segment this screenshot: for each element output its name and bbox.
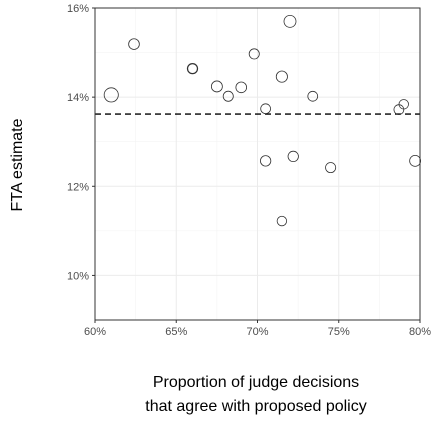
- data-point: [210, 80, 223, 93]
- data-point: [222, 90, 234, 102]
- y-axis-ticks: 10% 12% 14% 16%: [67, 3, 95, 282]
- x-tick-label: 60%: [84, 326, 106, 338]
- data-point: [393, 104, 405, 115]
- data-point: [186, 62, 199, 75]
- y-tick-label: 16%: [67, 3, 89, 15]
- y-tick-label: 10%: [67, 270, 89, 282]
- data-point: [275, 70, 288, 83]
- data-point: [409, 154, 422, 167]
- x-tick-label: 80%: [409, 326, 431, 338]
- x-axis-ticks: 60% 65% 70% 75% 80%: [84, 320, 431, 338]
- data-point: [187, 63, 198, 74]
- data-point: [260, 155, 272, 167]
- y-axis-title: FTA estimate: [9, 118, 26, 211]
- x-tick-label: 70%: [246, 326, 268, 338]
- y-tick-label: 12%: [67, 181, 89, 193]
- data-point: [248, 48, 260, 60]
- y-tick-label: 14%: [67, 92, 89, 104]
- data-point: [398, 99, 409, 110]
- x-tick-label: 65%: [165, 326, 187, 338]
- x-axis-title-line-2: that agree with proposed policy: [145, 398, 366, 415]
- data-point: [276, 215, 288, 227]
- data-point: [325, 162, 337, 174]
- data-point: [307, 90, 319, 102]
- data-point: [260, 103, 271, 115]
- grid: [94, 7, 421, 320]
- data-point: [103, 87, 119, 103]
- data-point: [128, 38, 140, 50]
- data-point: [283, 14, 297, 28]
- data-point: [235, 81, 248, 94]
- x-tick-label: 75%: [328, 326, 350, 338]
- points: [103, 14, 422, 227]
- data-point: [287, 150, 299, 163]
- x-axis-title-line-1: Proportion of judge decisions: [153, 374, 359, 391]
